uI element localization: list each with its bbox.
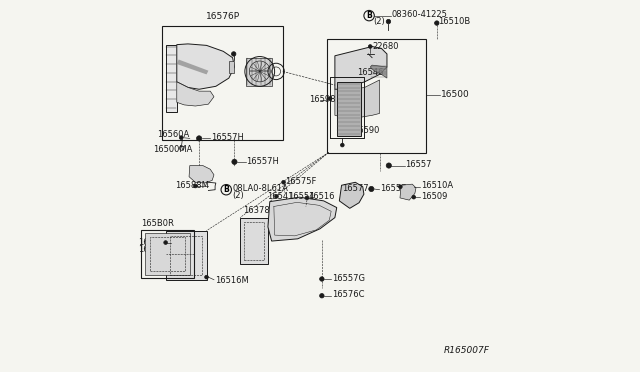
Polygon shape xyxy=(166,45,177,112)
Text: 16510A: 16510A xyxy=(421,182,453,190)
Circle shape xyxy=(412,195,415,199)
Polygon shape xyxy=(189,166,214,183)
Text: 16509: 16509 xyxy=(421,192,447,201)
Text: 16576P: 16576P xyxy=(205,12,239,21)
Text: 16557H: 16557H xyxy=(211,133,244,142)
Circle shape xyxy=(305,196,309,200)
Text: 16588M: 16588M xyxy=(175,182,209,190)
Text: B: B xyxy=(223,185,229,194)
Circle shape xyxy=(399,185,402,189)
Circle shape xyxy=(196,136,202,141)
Bar xyxy=(328,39,426,153)
Text: 16516: 16516 xyxy=(308,192,334,201)
Bar xyxy=(162,26,283,140)
Text: 16500: 16500 xyxy=(440,90,469,99)
Polygon shape xyxy=(240,218,268,264)
Text: 16576C: 16576C xyxy=(332,291,364,299)
Polygon shape xyxy=(339,182,364,208)
Text: 165B0R: 165B0R xyxy=(141,219,174,228)
Circle shape xyxy=(386,19,390,24)
Text: 08LA0-8L61A: 08LA0-8L61A xyxy=(232,185,288,193)
Text: 16560A: 16560A xyxy=(157,130,189,139)
Text: 16557: 16557 xyxy=(380,185,407,193)
Circle shape xyxy=(435,21,439,25)
Circle shape xyxy=(164,241,168,244)
Text: 22680: 22680 xyxy=(372,42,399,51)
Circle shape xyxy=(386,163,392,168)
Text: 16510B: 16510B xyxy=(438,17,470,26)
Polygon shape xyxy=(246,58,271,86)
Circle shape xyxy=(340,143,344,147)
Polygon shape xyxy=(337,82,361,136)
Text: 16546: 16546 xyxy=(357,68,384,77)
Text: 16577: 16577 xyxy=(342,185,369,193)
Polygon shape xyxy=(268,197,337,241)
Text: 16378P: 16378P xyxy=(243,206,275,215)
Text: (2): (2) xyxy=(374,17,385,26)
Text: 08360-41225: 08360-41225 xyxy=(392,10,447,19)
Circle shape xyxy=(328,97,332,100)
Polygon shape xyxy=(335,80,380,119)
Bar xyxy=(141,230,193,278)
Polygon shape xyxy=(177,82,214,106)
Text: 16557: 16557 xyxy=(406,160,432,169)
Polygon shape xyxy=(335,46,387,89)
Polygon shape xyxy=(145,232,190,275)
Circle shape xyxy=(193,184,197,188)
Circle shape xyxy=(282,180,285,184)
Circle shape xyxy=(319,294,324,298)
Text: 16598: 16598 xyxy=(309,95,335,104)
Text: 16557G: 16557G xyxy=(332,274,365,283)
Circle shape xyxy=(275,195,278,198)
Text: (2): (2) xyxy=(232,191,244,200)
Text: 16590: 16590 xyxy=(353,126,379,135)
Text: 16557H: 16557H xyxy=(246,157,279,166)
Text: 16500MA: 16500MA xyxy=(152,145,192,154)
Circle shape xyxy=(319,277,324,281)
Text: 16576E: 16576E xyxy=(138,238,170,247)
Text: 16575F: 16575F xyxy=(285,177,316,186)
Polygon shape xyxy=(177,44,234,89)
Circle shape xyxy=(232,159,237,164)
Circle shape xyxy=(205,275,209,279)
Polygon shape xyxy=(400,184,416,200)
Text: 16516M: 16516M xyxy=(215,276,249,285)
Text: 16557G: 16557G xyxy=(138,246,171,254)
Polygon shape xyxy=(166,231,207,280)
Circle shape xyxy=(369,186,374,192)
Text: 16541: 16541 xyxy=(267,192,294,201)
Polygon shape xyxy=(177,60,209,74)
Polygon shape xyxy=(370,65,387,78)
Circle shape xyxy=(232,52,236,56)
Polygon shape xyxy=(229,61,234,73)
Text: 16554: 16554 xyxy=(287,192,314,201)
Circle shape xyxy=(369,45,372,48)
Text: B: B xyxy=(366,11,372,20)
Text: R165007F: R165007F xyxy=(444,346,489,355)
Circle shape xyxy=(179,136,183,140)
